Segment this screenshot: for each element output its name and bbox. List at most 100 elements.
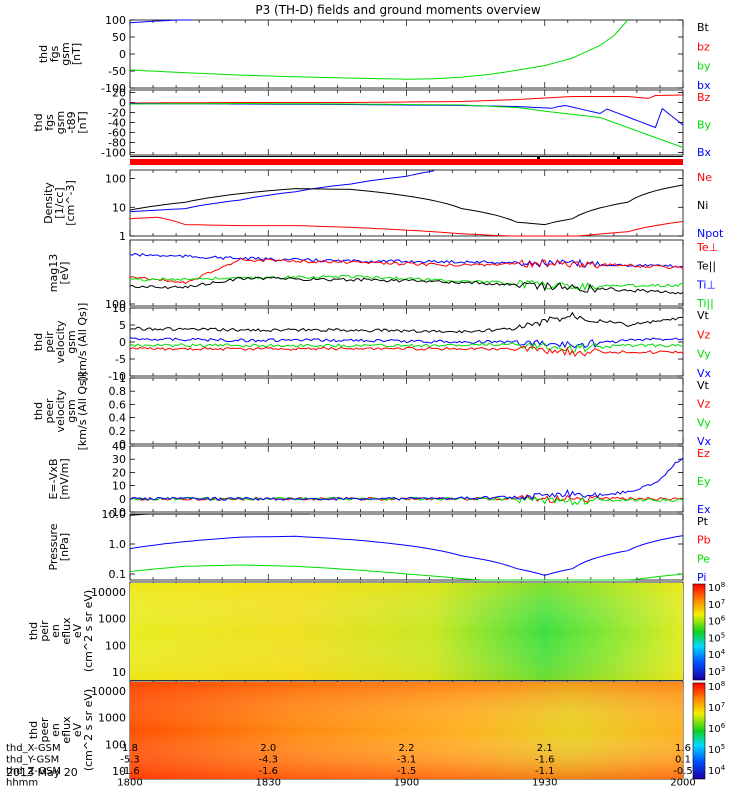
legend-Bz: Bz — [697, 91, 711, 104]
y-tick-label: -50 — [108, 65, 126, 78]
legend-Ni: Ni — [697, 199, 708, 212]
footer-value: -1.6 — [535, 755, 555, 766]
legend-Bx: Bx — [697, 146, 712, 159]
plot-title: P3 (TH-D) fields and ground moments over… — [255, 3, 540, 17]
footer-row-label: thd_X-GSM — [6, 743, 61, 754]
y-tick-label: 0 — [119, 97, 126, 110]
footer-value: -4.3 — [258, 755, 278, 766]
y-tick-label: -60 — [108, 127, 126, 140]
series-Pi — [129, 535, 684, 576]
panel-frame — [129, 169, 684, 237]
panel-ylabel: thdfgsgsm[nT] — [37, 42, 83, 65]
panel-ylabel: Pressure[nPa] — [47, 523, 71, 570]
y-tick-label: 0.8 — [109, 385, 127, 398]
footer-value: 2.2 — [399, 743, 415, 754]
footer-value: -5.3 — [120, 755, 140, 766]
y-tick-label: 100 — [105, 639, 126, 652]
footer-value: -1.1 — [535, 766, 555, 777]
panel-frame — [129, 19, 684, 89]
footer-value: -1.6 — [120, 766, 140, 777]
series-Vx — [129, 336, 684, 349]
y-tick-label: 100 — [105, 738, 126, 751]
panel-frame — [129, 377, 684, 445]
y-tick-label: -100 — [101, 147, 126, 160]
footer-value: 0.1 — [675, 755, 691, 766]
y-tick-label: -5 — [115, 353, 126, 366]
colorbar-tick-label: 105 — [708, 631, 725, 644]
y-tick-label: 10000 — [91, 685, 126, 698]
ion-spectrogram — [130, 583, 683, 680]
y-tick-label: 100 — [105, 173, 126, 186]
colorbar-tick-label: 106 — [708, 722, 726, 735]
legend-Ey: Ey — [697, 475, 711, 488]
electron-spectrogram — [130, 682, 683, 779]
panel-frame — [129, 445, 684, 513]
legend-Ez: Ez — [697, 447, 710, 460]
panel-frame — [129, 513, 684, 581]
panel-5: thdpeirvelocitygsm[km/s (All Qs)] 10 5 0 -5 -… — [32, 302, 712, 383]
date-label: 2013 May 20 — [6, 766, 78, 779]
legend-Vz: Vz — [697, 328, 711, 341]
series-Vt — [129, 311, 683, 334]
footer-row-label: thd_Y-GSM — [6, 755, 59, 766]
colorbar-tick-label: 107 — [708, 701, 725, 714]
y-tick-label: 50 — [112, 31, 126, 44]
panel-ylabel: Density[1/cc][cm^-3] — [42, 180, 77, 226]
series-Ni — [129, 184, 684, 226]
y-tick-label: -10 — [108, 506, 126, 519]
panel-ylabel: E=-VxB[mV/m] — [47, 458, 71, 499]
series-Ex — [129, 457, 684, 502]
legend-by: by — [697, 60, 711, 73]
colorbar-tick-label: 108 — [708, 581, 725, 594]
series-By — [130, 103, 684, 148]
y-tick-label: -10 — [108, 370, 126, 383]
panel-2: thdfgsgsm-t89[nT] 200-20-40-60-80-100 Bz By… — [32, 87, 712, 160]
y-tick-label: -20 — [108, 107, 126, 120]
series-Bx — [130, 103, 684, 129]
panel-frame — [129, 239, 684, 307]
panel-1: thdfgsgsm[nT] 100 50 0 -50 -100 Bt bz by bx — [37, 14, 711, 95]
series-by — [129, 19, 629, 80]
footer-value: 1900 — [394, 778, 419, 789]
colorbar-tick-label: 103 — [708, 665, 725, 678]
y-tick-label: 1000 — [98, 712, 126, 725]
footer-value: 1.6 — [675, 743, 691, 754]
footer-value: -0.5 — [673, 766, 693, 777]
legend-Vz: Vz — [697, 398, 711, 411]
panel-3: Density[1/cc][cm^-3] 100 10 1 Ne Ni Npot — [42, 169, 724, 243]
legend-Vx: Vx — [697, 367, 712, 380]
series-bx — [129, 19, 193, 24]
y-tick-label: 40 — [112, 440, 126, 453]
spectrogram-colorbars — [692, 583, 706, 780]
y-tick-label: 10000 — [91, 586, 126, 599]
legend-By: By — [697, 119, 712, 132]
legend-bx: bx — [697, 79, 711, 92]
y-tick-label: 1000 — [98, 613, 126, 626]
footer-value: 2.1 — [537, 743, 553, 754]
legend-Vy: Vy — [697, 416, 711, 429]
legend-Vy: Vy — [697, 348, 711, 361]
y-tick-label: 1.0 — [109, 538, 127, 551]
legend-bz: bz — [697, 40, 710, 53]
legend-Ne: Ne — [697, 171, 712, 184]
y-tick-label: 0.6 — [109, 398, 127, 411]
legend-Pe: Pe — [697, 552, 710, 565]
panel-frame — [129, 89, 684, 156]
series-Ne — [129, 216, 684, 237]
series-Te⊥ — [129, 257, 684, 285]
footer-value: 1830 — [256, 778, 281, 789]
legend-Te⊥: Te⊥ — [696, 241, 718, 254]
footer-value: 1930 — [532, 778, 557, 789]
footer-row-label: hhmm — [6, 778, 38, 789]
y-tick-label: -80 — [108, 137, 126, 150]
colorbar-tick-label: 108 — [708, 680, 725, 693]
y-tick-label: -40 — [108, 117, 126, 130]
legend-Npot: Npot — [697, 227, 724, 240]
panel-ylabel: thdfgsgsm-t89[nT] — [32, 111, 89, 134]
footer-value: -1.5 — [397, 766, 417, 777]
y-tick-label: 0.2 — [109, 425, 127, 438]
footer-row-label: thd_Z-GSM — [6, 766, 61, 777]
y-tick-label: 10 — [112, 302, 126, 315]
footer-value: -3.1 — [397, 755, 417, 766]
colorbar-tick-label: 107 — [708, 598, 725, 611]
